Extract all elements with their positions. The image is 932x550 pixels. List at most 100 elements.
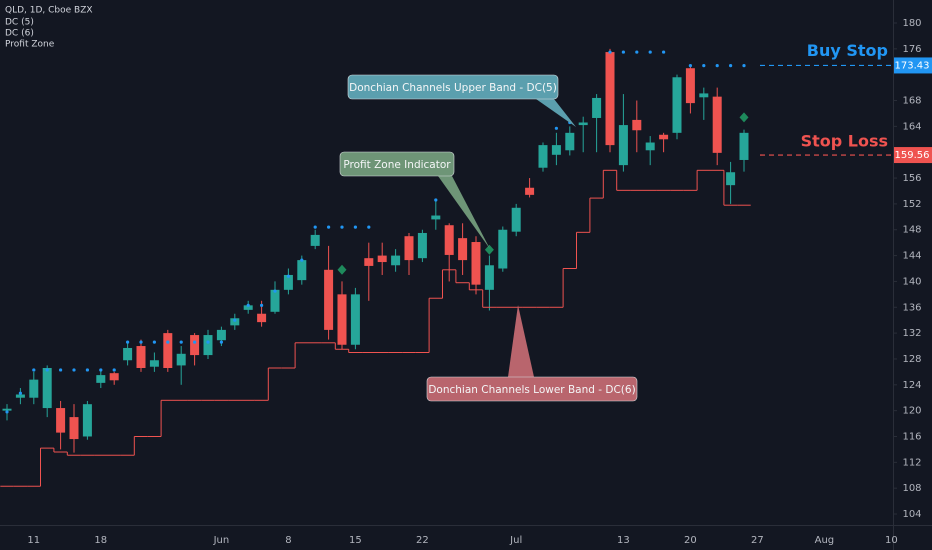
- upper-band-dot: [300, 258, 304, 262]
- candle-body: [29, 379, 39, 398]
- upper-band-dot: [662, 50, 666, 54]
- candle-body: [685, 68, 695, 104]
- candle-body: [15, 394, 25, 398]
- y-tick-label: 104: [902, 509, 921, 520]
- x-tick-label: 18: [94, 535, 107, 546]
- upper-band-dot: [742, 64, 746, 68]
- candle-body: [257, 313, 267, 323]
- candle-body: [404, 236, 414, 261]
- candle-body: [726, 172, 736, 186]
- upper-band-dot: [554, 126, 559, 130]
- upper-band-dot: [340, 225, 344, 229]
- candle-body: [310, 234, 320, 246]
- upper-band-dot: [367, 225, 371, 229]
- upper-band-dot: [152, 340, 156, 344]
- x-tick-label: 10: [885, 535, 898, 546]
- y-tick-label: 168: [902, 96, 921, 107]
- candle-body: [190, 335, 200, 356]
- upper-band-dot: [166, 340, 170, 344]
- legend-entry: DC (6): [5, 29, 34, 39]
- y-tick-label: 116: [902, 431, 921, 442]
- callout-pointer: [508, 305, 534, 377]
- upper-band-dot: [59, 368, 63, 372]
- upper-band-dot: [273, 289, 277, 293]
- upper-band-dot: [233, 318, 237, 322]
- upper-band-dot: [45, 368, 49, 372]
- upper-band-dot: [206, 340, 210, 344]
- callout-pointer: [536, 99, 576, 127]
- x-tick-label: Jun: [213, 535, 230, 546]
- y-tick-label: 144: [902, 251, 921, 262]
- candle-body: [417, 232, 427, 259]
- candle-body: [712, 96, 722, 153]
- callout-text: Donchian Channels Lower Band - DC(6): [428, 384, 635, 396]
- candle-body: [471, 242, 481, 285]
- x-tick-label: Aug: [815, 535, 835, 546]
- price-tag: [894, 57, 932, 74]
- candle-body: [149, 360, 159, 367]
- candle-body: [163, 333, 173, 369]
- upper-band-dot: [99, 368, 103, 372]
- price-tag-label: 159.56: [895, 150, 930, 161]
- upper-band-dot: [635, 50, 639, 54]
- profit-zone-marker: [337, 264, 347, 275]
- candle-body: [431, 215, 441, 220]
- candle-body: [123, 347, 133, 361]
- x-tick-label: 20: [684, 535, 697, 546]
- upper-band-dot: [353, 225, 357, 229]
- x-tick-label: 27: [751, 535, 764, 546]
- candle-body: [270, 289, 280, 312]
- candle-body: [699, 93, 709, 98]
- y-tick-label: 136: [902, 302, 921, 313]
- candle-body: [538, 145, 548, 168]
- candle-body: [511, 207, 521, 232]
- candle-body: [672, 77, 682, 133]
- y-tick-label: 156: [902, 173, 921, 184]
- chart-title: QLD, 1D, Cboe BZX: [5, 6, 93, 16]
- candle-body: [136, 346, 146, 369]
- candle-body: [82, 404, 92, 437]
- candle-body: [458, 238, 468, 261]
- candle-body: [645, 142, 655, 151]
- candle-body: [592, 97, 602, 118]
- upper-band-dot: [112, 368, 116, 372]
- callout-box: [426, 376, 638, 402]
- profit-zone-marker: [739, 112, 749, 123]
- candle-body: [484, 265, 494, 290]
- candle-body: [632, 119, 642, 131]
- upper-band-dot: [729, 64, 733, 68]
- x-tick-label: Jul: [509, 535, 522, 546]
- candle-body: [203, 335, 213, 356]
- profit-zone-marker: [484, 244, 494, 255]
- candle-body: [498, 229, 508, 269]
- candle-body: [96, 375, 106, 383]
- upper-band-dot: [18, 391, 22, 395]
- upper-band-dot: [219, 340, 223, 344]
- upper-band-dot: [702, 64, 706, 68]
- y-tick-label: 108: [902, 483, 921, 494]
- candle-body: [2, 408, 12, 411]
- price-tag-label: 173.43: [895, 60, 930, 71]
- candle-body: [377, 255, 387, 263]
- y-tick-label: 164: [902, 121, 921, 132]
- upper-band-dot: [648, 50, 652, 54]
- candle-body: [659, 134, 669, 140]
- callout-box: [339, 151, 455, 177]
- callout-text: Profit Zone Indicator: [343, 159, 451, 171]
- candle-body: [565, 132, 575, 151]
- callout-text: Donchian Channels Upper Band - DC(5): [349, 82, 557, 94]
- x-tick-label: 11: [27, 535, 40, 546]
- candle-body: [444, 225, 454, 255]
- level-label: Buy Stop: [807, 41, 888, 60]
- callout-box: [347, 74, 559, 100]
- y-tick-label: 120: [902, 406, 921, 417]
- y-tick-label: 148: [902, 225, 921, 236]
- candle-body: [364, 258, 374, 266]
- candle-body: [350, 294, 360, 345]
- upper-band-dot: [5, 410, 9, 414]
- upper-band-dot: [434, 198, 438, 202]
- upper-band-dot: [286, 274, 290, 278]
- y-tick-label: 132: [902, 328, 921, 339]
- upper-band-dot: [715, 64, 719, 68]
